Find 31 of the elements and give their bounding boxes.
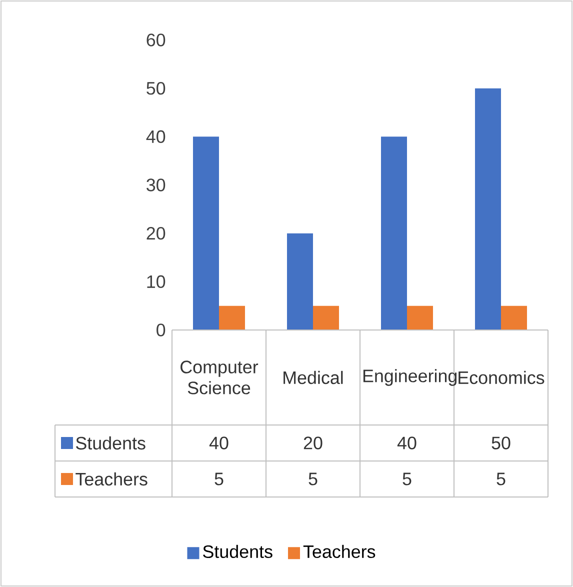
y-tick-label: 60 [146, 34, 166, 46]
data-label: 5 [402, 472, 412, 486]
bar [406, 306, 433, 330]
data-label: 5 [308, 472, 318, 486]
legend-label: Teachers [76, 472, 148, 486]
text: Teachers [303, 544, 376, 558]
data-label: 40 [397, 436, 416, 450]
bar [193, 136, 219, 330]
bar [474, 88, 501, 330]
bar [312, 306, 339, 330]
y-tick-label: 0 [156, 324, 166, 336]
text: Students [203, 544, 272, 558]
data-label: 5 [214, 472, 224, 486]
bar [380, 136, 407, 330]
bar [219, 306, 245, 330]
y-tick-label: 20 [146, 226, 166, 240]
data-label: 20 [304, 436, 322, 450]
x-tick-label: Medical [284, 370, 343, 384]
x-tick-label: Economics [458, 370, 544, 384]
y-tick-label: 50 [146, 82, 166, 95]
data-label: 40 [209, 436, 228, 450]
y-tick-label: 10 [147, 275, 166, 288]
x-tick-label: Computer Science [180, 360, 258, 394]
bar [500, 306, 527, 330]
data-label: 5 [496, 472, 506, 486]
y-tick-label: 40 [146, 130, 166, 144]
x-tick-label: Engineering [363, 369, 457, 386]
y-tick-label: 30 [146, 178, 166, 192]
data-label: 50 [492, 436, 510, 450]
legend-label: Students [76, 436, 146, 450]
bar [286, 233, 313, 330]
